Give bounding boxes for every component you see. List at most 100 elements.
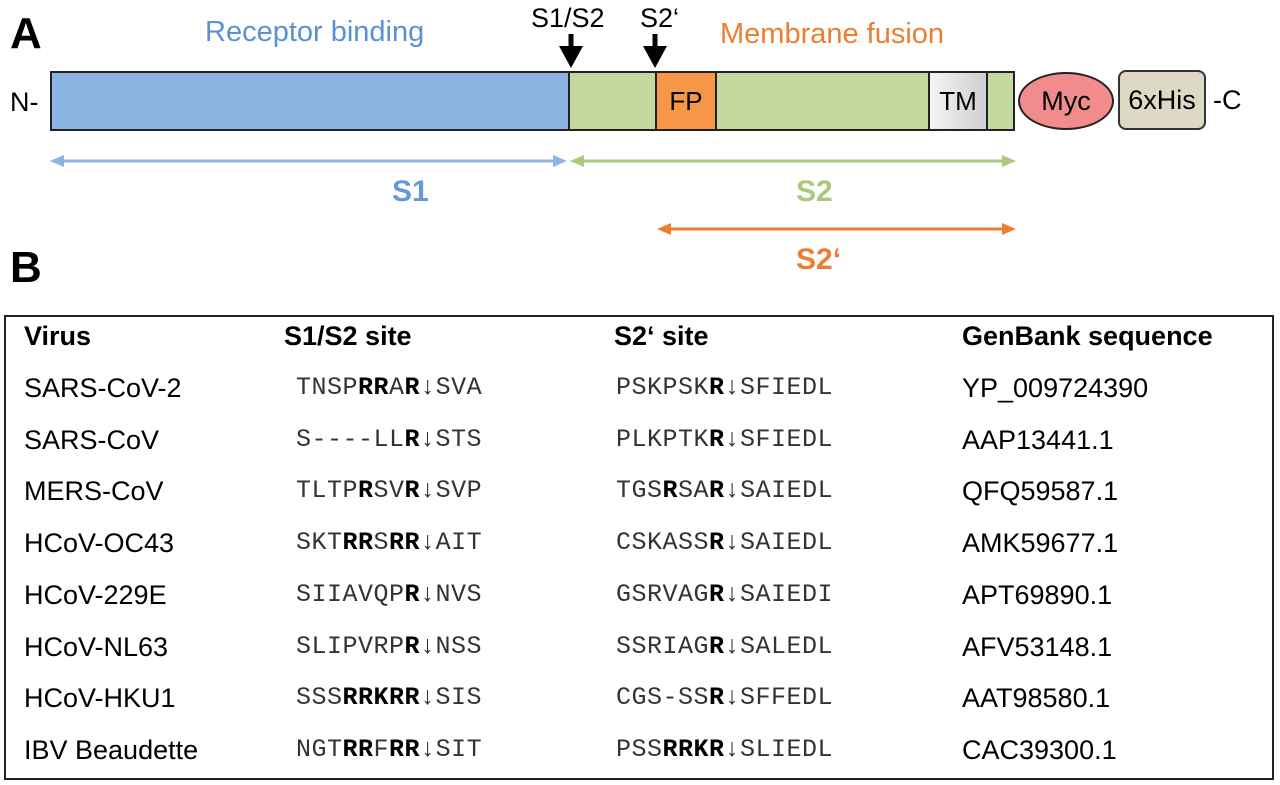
sequence-fragment: R: [358, 476, 374, 505]
sequence-fragment: RR: [342, 528, 374, 557]
sequence-fragment: RR: [389, 528, 421, 557]
genbank-accession: CAC39300.1: [962, 735, 1117, 765]
sequence-fragment: CGS-SS: [616, 683, 710, 712]
sequence-fragment: ↓NSS: [420, 632, 483, 661]
sequence-fragment: S: [373, 528, 390, 557]
panel-a-arrows: [50, 34, 1016, 235]
sequence-fragment: R: [404, 580, 421, 609]
sequence-fragment: ↓SVA: [420, 373, 483, 402]
sequence-fragment: ↓SFFEDL: [724, 683, 834, 712]
virus-name: HCoV-OC43: [24, 528, 175, 558]
tm-label: TM: [939, 85, 977, 116]
s1s2-site-label: S1/S2: [531, 3, 605, 33]
sequence-fragment: R: [709, 580, 725, 609]
s1s2-sequence: SLIPVRPR↓NSS: [296, 632, 482, 662]
myc-label: Myc: [1041, 85, 1091, 116]
s2prime-sequence: PLKPTKR↓SFIEDL: [616, 425, 833, 455]
sequence-fragment: ↓SVP: [420, 476, 483, 505]
virus-name: SARS-CoV: [24, 425, 160, 455]
s2prime-site-label: S2‘: [640, 3, 680, 33]
sequence-fragment: ↓SIT: [420, 735, 483, 764]
sequence-fragment: ↓SFIEDL: [724, 373, 834, 402]
s2prime-span-arrow: [657, 223, 1016, 235]
s1s2-sequence: TNSPRRAR↓SVA: [296, 373, 482, 403]
s1s2-sequence: SIIAVQPR↓NVS: [296, 580, 482, 610]
sequence-fragment: ↓AIT: [420, 528, 483, 557]
sequence-fragment: RR: [389, 735, 421, 764]
virus-name: SARS-CoV-2: [24, 373, 182, 403]
s1s2-sequence: SSSRRKRR↓SIS: [296, 683, 482, 713]
sequence-fragment: R: [709, 373, 725, 402]
header-genbank: GenBank sequence: [962, 321, 1213, 351]
his-label: 6xHis: [1128, 84, 1196, 115]
sequence-fragment: RRKRR: [342, 683, 421, 712]
header-s2prime-site: S2‘ site: [614, 321, 709, 351]
genbank-accession: AMK59677.1: [962, 528, 1119, 558]
sequence-fragment: TLTP: [296, 476, 359, 505]
s2prime-cleavage-arrow: [643, 34, 667, 68]
virus-name: MERS-CoV: [24, 476, 164, 506]
sequence-fragment: PSKPSK: [616, 373, 710, 402]
s1-span-arrow: [50, 155, 567, 167]
sequence-fragment: R: [404, 373, 421, 402]
membrane-fusion-label: Membrane fusion: [720, 18, 945, 50]
n-terminus-label: N-: [10, 87, 39, 117]
s2prime-sequence: TGSRSAR↓SAIEDL: [616, 476, 833, 506]
sequence-fragment: ↓SLIEDL: [724, 735, 834, 764]
sequence-fragment: GSRVAG: [616, 580, 710, 609]
s1s2-sequence: NGTRRFRR↓SIT: [296, 735, 482, 765]
genbank-accession: AAP13441.1: [962, 425, 1114, 455]
sequence-fragment: R: [404, 425, 421, 454]
sequence-fragment: SSS: [296, 683, 343, 712]
s2prime-sequence: PSSRRKR↓SLIEDL: [616, 735, 833, 765]
genbank-accession: AAT98580.1: [962, 683, 1111, 713]
sequence-fragment: RRKR: [662, 735, 725, 764]
sequence-fragment: A: [389, 373, 405, 402]
myc-tag-ellipse: Myc: [1018, 72, 1114, 130]
sequence-fragment: RR: [358, 373, 390, 402]
s1s2-sequence: S----LLR↓STS: [296, 425, 482, 455]
sequence-fragment: SIIAVQP: [296, 580, 405, 609]
sequence-fragment: R: [709, 683, 725, 712]
transmembrane-box: TM: [928, 71, 988, 131]
s2prime-sequence: CGS-SSR↓SFFEDL: [616, 683, 833, 713]
header-s1s2-site: S1/S2 site: [284, 321, 412, 351]
virus-name: IBV Beaudette: [24, 735, 199, 765]
sequence-fragment: NGT: [296, 735, 343, 764]
sequence-fragment: SA: [678, 476, 710, 505]
sequence-fragment: S----LL: [296, 425, 405, 454]
sequence-fragment: SKT: [296, 528, 343, 557]
sequence-fragment: R: [709, 476, 725, 505]
sequence-fragment: R: [662, 476, 679, 505]
fp-label: FP: [669, 85, 703, 116]
genbank-accession: QFQ59587.1: [962, 476, 1119, 506]
s2prime-sequence: GSRVAGR↓SAIEDI: [616, 580, 833, 610]
virus-name: HCoV-229E: [24, 580, 167, 610]
sequence-fragment: SLIPVRP: [296, 632, 405, 661]
sequence-fragment: ↓SAIEDL: [724, 476, 834, 505]
s1s2-sequence: TLTPRSVR↓SVP: [296, 476, 482, 506]
sequence-fragment: PLKPTK: [616, 425, 710, 454]
s2-region-label: S2: [796, 175, 833, 208]
fusion-peptide-box: FP: [655, 71, 717, 131]
s2prime-sequence: CSKASSR↓SAIEDL: [616, 528, 833, 558]
s1s2-sequence: SKTRRSRR↓AIT: [296, 528, 482, 558]
panel-b-letter: B: [10, 243, 42, 292]
receptor-binding-label: Receptor binding: [205, 16, 425, 48]
sequence-fragment: ↓SFIEDL: [724, 425, 834, 454]
s2prime-sequence: PSKPSKR↓SFIEDL: [616, 373, 833, 403]
sequence-fragment: R: [709, 425, 725, 454]
sequence-fragment: RR: [342, 735, 374, 764]
s1-region-label: S1: [392, 175, 429, 208]
s2prime-sequence: SSRIAGR↓SALEDL: [616, 632, 833, 662]
genbank-accession: YP_009724390: [962, 373, 1149, 403]
sequence-fragment: PSS: [616, 735, 663, 764]
header-virus: Virus: [24, 321, 92, 351]
virus-name: HCoV-NL63: [24, 632, 169, 662]
sequence-fragment: ↓SIS: [420, 683, 483, 712]
panel-a-letter: A: [10, 9, 42, 58]
s2prime-region-label: S2‘: [796, 243, 842, 276]
sequence-fragment: ↓SAIEDI: [724, 580, 834, 609]
s2-span-arrow: [570, 155, 1016, 167]
sequence-fragment: SV: [373, 476, 405, 505]
